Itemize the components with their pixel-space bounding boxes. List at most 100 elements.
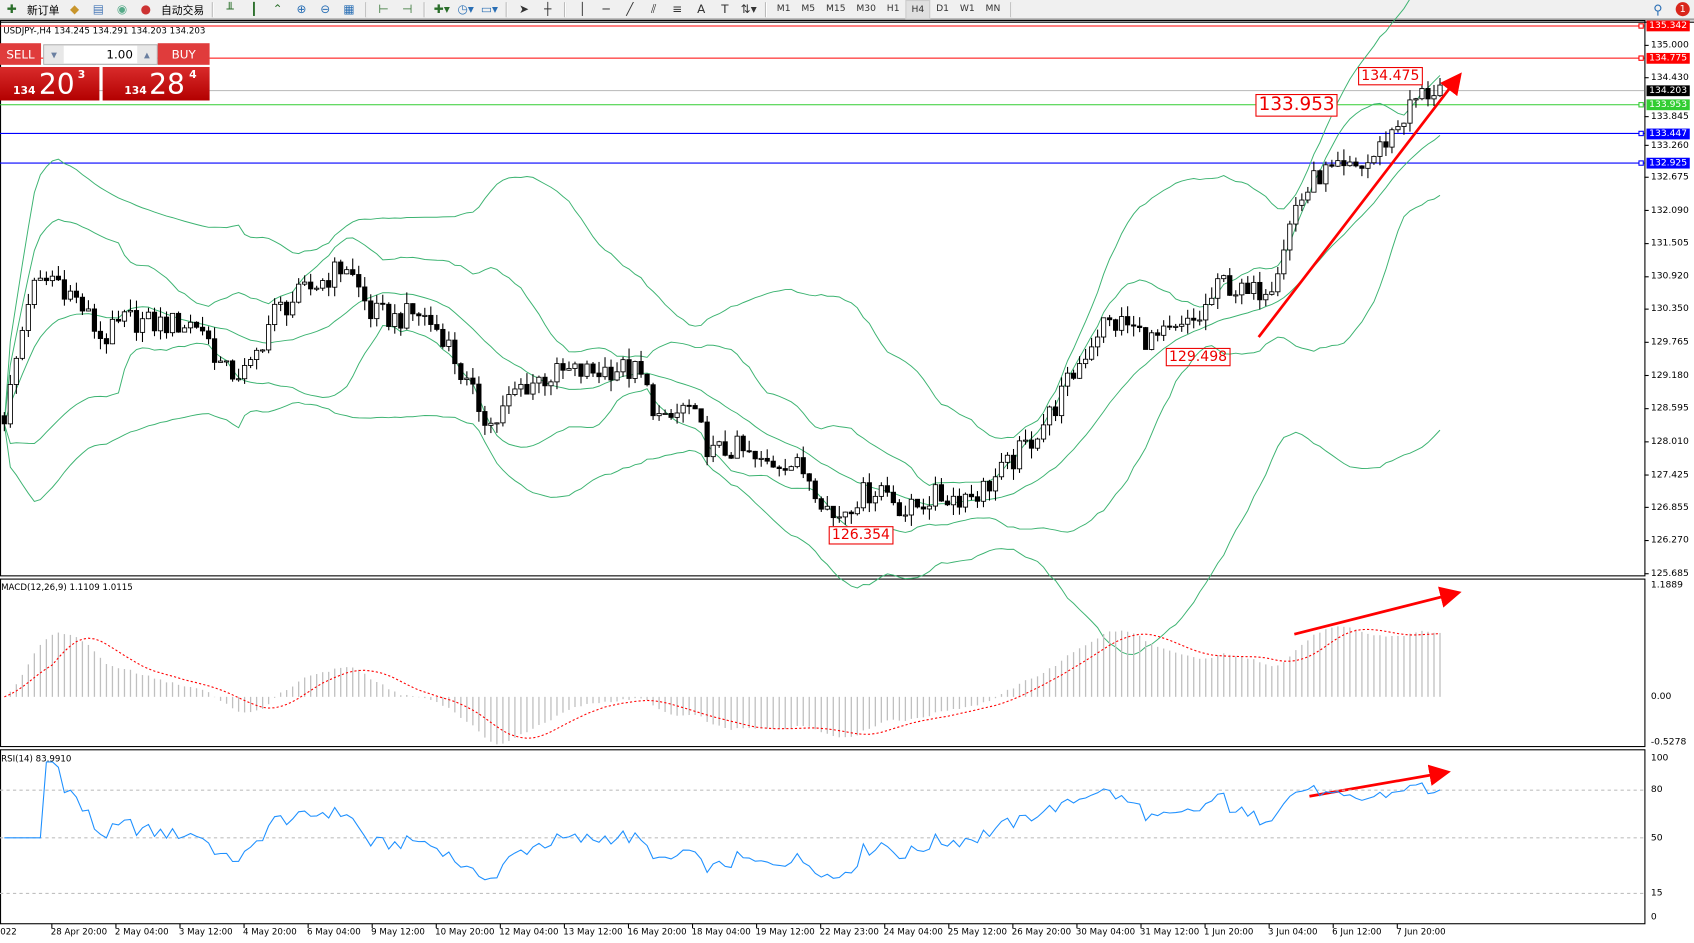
text-label-icon[interactable]: T	[721, 2, 729, 17]
price-axis-label: 133.845	[1650, 111, 1689, 123]
lot-size-stepper[interactable]: ▼ 1.00 ▲	[43, 44, 158, 65]
bear-candle	[704, 421, 710, 458]
indicators-icon[interactable]: ✚▾	[433, 2, 450, 17]
bear-candle	[812, 480, 818, 500]
bear-candle	[386, 303, 392, 327]
bull-candle	[1076, 363, 1083, 379]
bull-candle	[620, 359, 626, 373]
bear-candle	[1227, 275, 1233, 296]
decrease-lot-icon[interactable]: ▼	[44, 45, 64, 64]
bull-candle	[392, 313, 398, 327]
bear-candle	[776, 466, 782, 470]
bear-candle	[560, 363, 566, 371]
bull-candle	[1088, 346, 1095, 360]
history-icon[interactable]: ▤	[92, 2, 104, 17]
arrows-icon[interactable]: ⇅▾	[740, 2, 757, 17]
increase-lot-icon[interactable]: ▲	[137, 45, 157, 64]
chart-shift-icon[interactable]: ⊣	[402, 2, 413, 17]
period-h4[interactable]: H4	[904, 0, 931, 19]
period-m5[interactable]: M5	[801, 2, 816, 14]
period-mn[interactable]: MN	[985, 2, 1001, 14]
period-m1[interactable]: M1	[776, 2, 791, 14]
search-icon[interactable]: ⚲	[1653, 1, 1663, 17]
high-annotation[interactable]: 134.475	[1358, 66, 1423, 86]
level-handle	[1638, 55, 1644, 61]
low-annotation[interactable]: 126.354	[828, 526, 894, 545]
vertical-line-icon[interactable]: │	[578, 2, 586, 17]
buy-button[interactable]: BUY	[157, 43, 210, 65]
bull-candle	[1058, 385, 1065, 417]
lot-size-input[interactable]: 1.00	[106, 47, 133, 62]
period-d1[interactable]: D1	[936, 2, 950, 14]
periods-icon[interactable]: ◷▾	[457, 2, 474, 17]
level-annotation[interactable]: 133.953	[1255, 93, 1338, 117]
bear-candle	[1383, 141, 1389, 148]
period-m30[interactable]: M30	[856, 2, 877, 14]
bear-candle	[482, 411, 488, 426]
price-axis-label: 131.505	[1650, 238, 1689, 250]
fibonacci-icon[interactable]: ≡	[672, 2, 683, 17]
buy-price-pips: 28	[149, 69, 185, 102]
bear-candle	[668, 413, 674, 418]
bollinger-middle-line	[3, 134, 1441, 506]
divider	[764, 1, 768, 17]
bear-candle	[326, 280, 332, 288]
bear-candle	[61, 279, 67, 300]
bear-candle	[55, 275, 61, 281]
horizontal-line-icon[interactable]: ─	[602, 2, 610, 17]
bear-candle	[1329, 164, 1335, 167]
buy-price[interactable]: 134 28 4	[102, 66, 210, 102]
bull-candle	[758, 457, 764, 460]
macd-axis-label: 0.00	[1650, 691, 1672, 703]
gold-icon[interactable]: ◆	[69, 2, 80, 17]
cursor-icon[interactable]: ➤	[519, 2, 529, 17]
time-axis-label: 12 May 04:00	[499, 926, 559, 937]
bear-candle	[1359, 165, 1365, 169]
time-axis-label: 31 May 12:00	[1139, 926, 1200, 937]
signal-icon[interactable]: ◉	[116, 2, 128, 17]
period-w1[interactable]: W1	[959, 2, 975, 14]
line-chart-icon[interactable]: ⌃	[272, 2, 283, 17]
new-order-button[interactable]: 新订单	[27, 5, 60, 18]
notification-badge[interactable]: 1	[1675, 2, 1690, 17]
bear-candle	[1191, 317, 1197, 321]
bear-candle	[1257, 281, 1263, 301]
equidistant-channel-icon[interactable]: ⫽	[650, 1, 657, 16]
bull-candle	[1395, 126, 1401, 131]
candle-chart-icon[interactable]: ┃	[250, 2, 258, 17]
pivot-annotation[interactable]: 129.498	[1165, 347, 1231, 367]
templates-icon[interactable]: ▭▾	[480, 2, 499, 17]
time-axis-label: 7 Jun 20:00	[1396, 926, 1446, 937]
text-icon[interactable]: A	[697, 2, 706, 17]
bear-candle	[590, 363, 596, 374]
sell-price[interactable]: 134 20 3	[0, 66, 100, 102]
main-pane-frame	[0, 19, 1646, 577]
sell-button[interactable]: SELL	[0, 43, 42, 65]
bear-candle	[608, 366, 614, 381]
new-order-icon[interactable]: ✚	[6, 2, 17, 17]
auto-trading-button[interactable]: 自动交易	[160, 5, 205, 18]
price-axis-label: 127.425	[1650, 469, 1689, 481]
bull-candle	[49, 275, 55, 282]
bar-chart-icon[interactable]: ╨	[226, 2, 234, 17]
level-handle	[1638, 160, 1644, 166]
time-axis-label: 16 May 20:00	[627, 926, 687, 937]
bull-candle	[464, 377, 470, 380]
crosshair-icon[interactable]: ┼	[544, 2, 552, 17]
bear-candle	[458, 363, 464, 380]
period-h1[interactable]: H1	[886, 2, 900, 14]
rsi-axis-label: 80	[1650, 784, 1663, 796]
period-m15[interactable]: M15	[825, 2, 846, 14]
trendline-icon[interactable]: ╱	[626, 2, 634, 17]
bear-candle	[115, 318, 122, 322]
bull-candle	[1149, 332, 1155, 350]
bull-candle	[1239, 282, 1245, 296]
zoom-in-icon[interactable]: ⊕	[296, 2, 307, 17]
autoscroll-icon[interactable]: ⊢	[378, 2, 389, 17]
auto-trading-icon[interactable]: ●	[140, 2, 152, 17]
zoom-out-icon[interactable]: ⊖	[320, 2, 331, 17]
bull-candle	[1293, 204, 1299, 225]
tile-windows-icon[interactable]: ▦	[343, 2, 355, 17]
bull-candle	[13, 357, 19, 385]
